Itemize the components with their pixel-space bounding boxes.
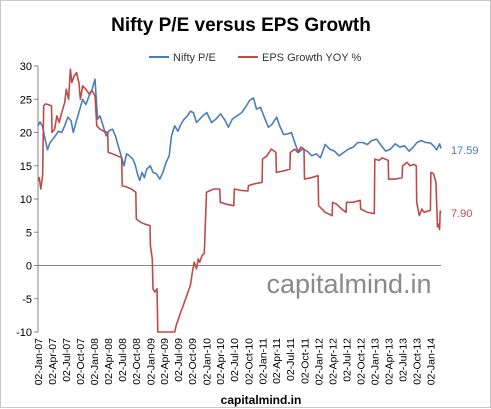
legend-label-eps: EPS Growth YOY %	[262, 52, 361, 64]
x-tick-label: 02-Apr-07	[47, 338, 59, 385]
footer-credit: capitalmind.in	[221, 393, 302, 407]
end-label-eps-growth: 7.90	[451, 208, 472, 220]
x-tick-label: 02-Apr-12	[327, 338, 339, 385]
x-tick-label: 02-Apr-08	[103, 338, 115, 385]
x-tick-label: 02-Jul-07	[61, 338, 73, 382]
x-tick-label: 02-Jan-09	[145, 338, 157, 385]
legend-label-pe: Nifty P/E	[173, 52, 216, 64]
series-line-nifty-pe	[37, 78, 442, 182]
x-tick-label: 02-Jul-12	[341, 338, 353, 382]
y-tick-label: 15	[20, 161, 32, 173]
y-tick-label: -10	[16, 327, 32, 339]
x-tick-label: 02-Oct-08	[131, 338, 143, 385]
x-tick-label: 02-Apr-11	[271, 338, 283, 384]
x-tick-label: 02-Oct-07	[75, 338, 87, 385]
x-tick-label: 02-Jul-10	[229, 338, 241, 382]
y-tick-label: 5	[26, 227, 32, 239]
x-tick-label: 02-Jan-12	[313, 338, 325, 385]
legend: Nifty P/E EPS Growth YOY %	[149, 52, 361, 64]
x-tick-label: 02-Jan-07	[33, 338, 45, 385]
x-tick-label: 02-Jan-14	[426, 338, 438, 385]
x-tick-label: 02-Jul-09	[173, 338, 185, 382]
chart-title: Nifty P/E versus EPS Growth	[111, 15, 371, 36]
x-tick-label: 02-Apr-10	[215, 338, 227, 385]
x-tick-label: 02-Apr-09	[159, 338, 171, 385]
y-tick-label: 10	[20, 194, 32, 206]
x-axis: 02-Jan-07 02-Apr-07 02-Jul-07 02-Oct-07 02-J…	[33, 338, 438, 385]
y-axis: -10 -5 0 5 10 15 20 25 30	[16, 61, 38, 339]
y-tick-label: 25	[20, 94, 32, 106]
x-tick-label: 02-Oct-09	[187, 338, 199, 385]
y-tick-label: 20	[20, 128, 32, 140]
y-tick-label: 30	[20, 61, 32, 73]
x-tick-label: 02-Oct-12	[356, 338, 368, 385]
series-line-eps-growth	[37, 68, 442, 333]
x-tick-label: 02-Oct-11	[299, 338, 311, 384]
x-tick-label: 02-Jul-13	[397, 338, 409, 382]
x-tick-label: 02-Jan-13	[370, 338, 382, 385]
x-tick-label: 02-Jul-11	[285, 338, 297, 381]
x-tick-label: 02-Jan-08	[89, 338, 101, 385]
x-tick-label: 02-Jan-11	[257, 338, 269, 385]
watermark: capitalmind.in	[266, 269, 431, 299]
x-tick-label: 02-Oct-10	[243, 338, 255, 385]
y-tick-label: 0	[26, 261, 32, 273]
x-tick-label: 02-Apr-13	[383, 338, 395, 385]
end-label-nifty-pe: 17.59	[451, 145, 479, 157]
x-tick-label: 02-Jul-08	[117, 338, 129, 382]
x-tick-label: 02-Jan-10	[201, 338, 213, 385]
x-tick-label: 02-Oct-13	[412, 338, 424, 385]
series-layer	[37, 68, 442, 333]
y-tick-label: -5	[22, 294, 32, 306]
